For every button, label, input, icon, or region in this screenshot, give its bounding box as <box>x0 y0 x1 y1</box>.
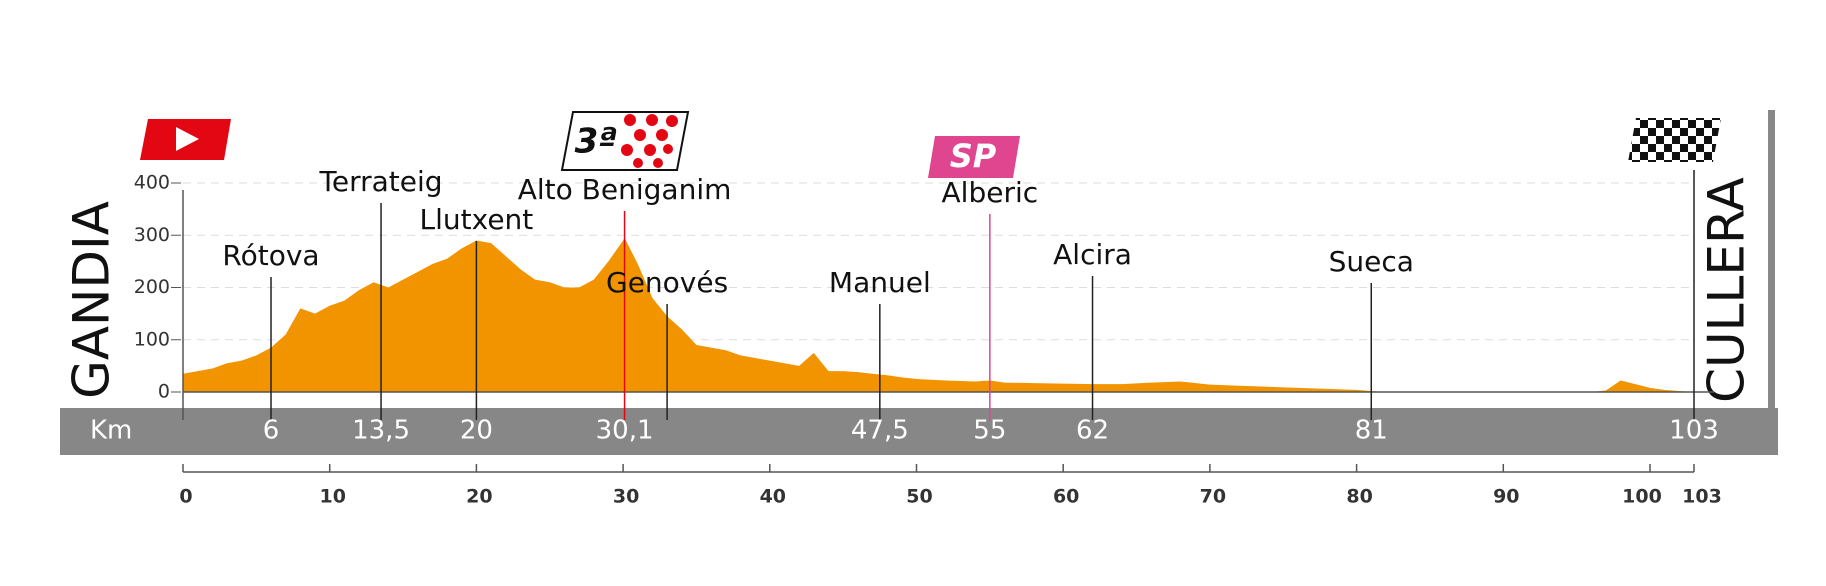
x-tick-label: 20 <box>466 486 492 508</box>
y-tick-label: 200 <box>134 276 170 298</box>
x-tick-label: 0 <box>179 486 192 508</box>
elevation-area <box>183 237 1694 392</box>
km-title: Km <box>90 416 132 446</box>
waypoint-name: Sueca <box>1329 245 1414 278</box>
waypoint-km: 81 <box>1355 416 1388 446</box>
start-icon-arrow <box>176 127 199 151</box>
y-tick-label: 400 <box>134 172 170 194</box>
x-tick-label: 60 <box>1053 486 1079 508</box>
waypoint-name: Genovés <box>606 266 728 299</box>
waypoint-name: Rótova <box>222 239 319 272</box>
waypoint-km: 13,5 <box>352 416 410 446</box>
x-tick-label: 10 <box>319 486 345 508</box>
x-tick-label: 90 <box>1493 486 1519 508</box>
kom-category: 3ª <box>575 122 618 162</box>
x-tick-label: 30 <box>613 486 639 508</box>
x-tick-label: 70 <box>1200 486 1226 508</box>
waypoint-name: Terrateig <box>319 165 443 198</box>
waypoint-km: 30,1 <box>596 416 654 446</box>
waypoint-km: 47,5 <box>851 416 909 446</box>
x-tick-label: 103 <box>1682 486 1722 508</box>
x-tick-label: 40 <box>760 486 786 508</box>
finish-icon <box>1628 118 1721 162</box>
x-tick-label: 80 <box>1346 486 1372 508</box>
start-town: GANDIA <box>63 201 121 399</box>
finish-km: 103 <box>1669 416 1719 446</box>
waypoint-name: Alberic <box>942 176 1039 209</box>
waypoint-name: Alto Beniganim <box>518 173 732 206</box>
y-tick-label: 100 <box>134 328 170 350</box>
waypoint-km: 55 <box>973 416 1006 446</box>
x-tick-label: 50 <box>906 486 932 508</box>
x-tick-label: 100 <box>1622 486 1662 508</box>
waypoint-km: 20 <box>460 416 493 446</box>
y-tick-label: 0 <box>158 381 170 403</box>
side-bar <box>1768 110 1775 410</box>
waypoint-km: 6 <box>263 416 280 446</box>
sprint-icon <box>928 136 1020 178</box>
waypoint-km: 62 <box>1076 416 1109 446</box>
waypoint-name: Llutxent <box>420 203 534 236</box>
kom-icon: 3ª <box>560 111 690 171</box>
sprint-label: SP <box>950 137 997 175</box>
waypoint-name: Manuel <box>829 266 931 299</box>
y-tick-label: 300 <box>134 224 170 246</box>
km-band <box>60 408 1778 455</box>
finish-town: CULLERA <box>1698 177 1756 403</box>
waypoint-name: Alcira <box>1053 238 1132 271</box>
